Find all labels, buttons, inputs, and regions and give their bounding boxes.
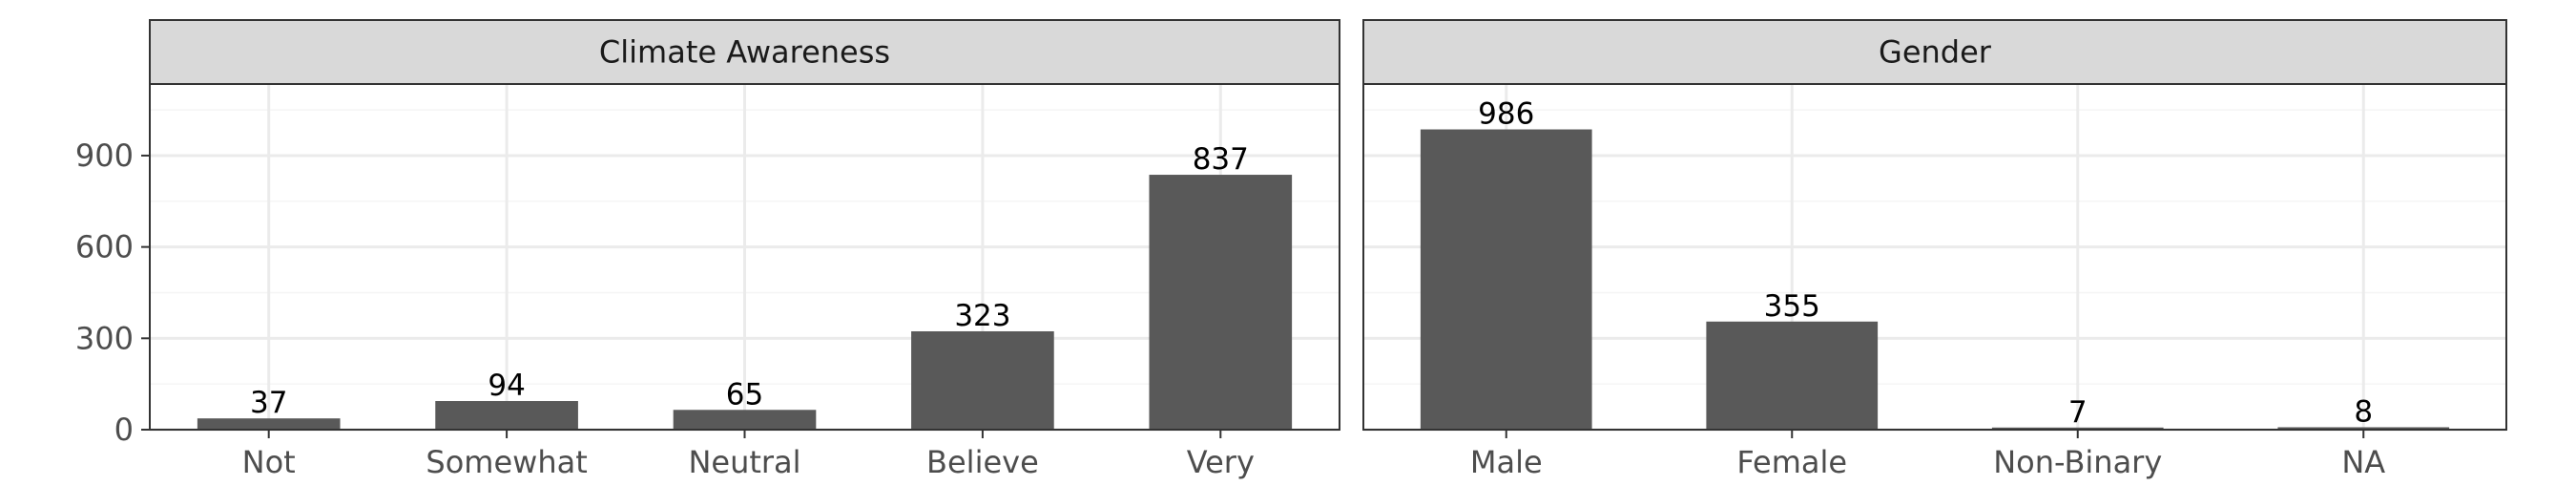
panel-climate-awareness: 37 94 65 323 837 Climate Awareness Not Somewhat… [149,19,1340,480]
bar-somewhat [435,401,578,430]
bar-male [1420,129,1592,430]
x-tick-label: Very [1187,444,1255,480]
x-tick-label: Non-Binary [1993,444,2162,480]
data-label: 65 [726,377,763,412]
y-tick-label: 900 [75,137,134,174]
panel-gender: 986 355 7 8 Gender Male Female Non-Binary NA [1362,19,2507,480]
x-tick-label: Believe [926,444,1039,480]
bar-believe [911,330,1054,430]
x-tick-label: Not [242,444,296,480]
bar-na [2277,427,2450,430]
x-tick-label: Somewhat [426,444,587,480]
y-tick-label: 0 [114,412,134,448]
x-tick-label: NA [2341,444,2385,480]
bar-not [197,418,341,430]
x-tick-label: Male [1470,444,1543,480]
bar-female [1706,321,1879,430]
data-label: 837 [1193,142,1249,177]
data-label: 94 [488,369,525,403]
data-label: 37 [250,386,287,420]
bar-neutral [673,410,817,430]
bar-non-binary [1991,427,2164,430]
bar-very [1149,175,1293,431]
data-label: 355 [1764,289,1820,324]
strip-title: Gender [1879,34,1992,71]
data-label: 323 [954,299,1010,333]
strip-title: Climate Awareness [599,34,890,71]
data-label: 986 [1478,97,1534,132]
strip-header [1362,19,2507,85]
y-tick-label: 300 [75,320,134,356]
x-tick-label: Female [1736,444,1847,480]
x-tick-label: Neutral [688,444,800,480]
y-tick-label: 600 [75,229,134,265]
data-label: 8 [2354,394,2373,429]
data-label: 7 [2068,395,2088,430]
y-axis: 0 300 600 900 [75,137,150,448]
strip-header [149,19,1340,85]
